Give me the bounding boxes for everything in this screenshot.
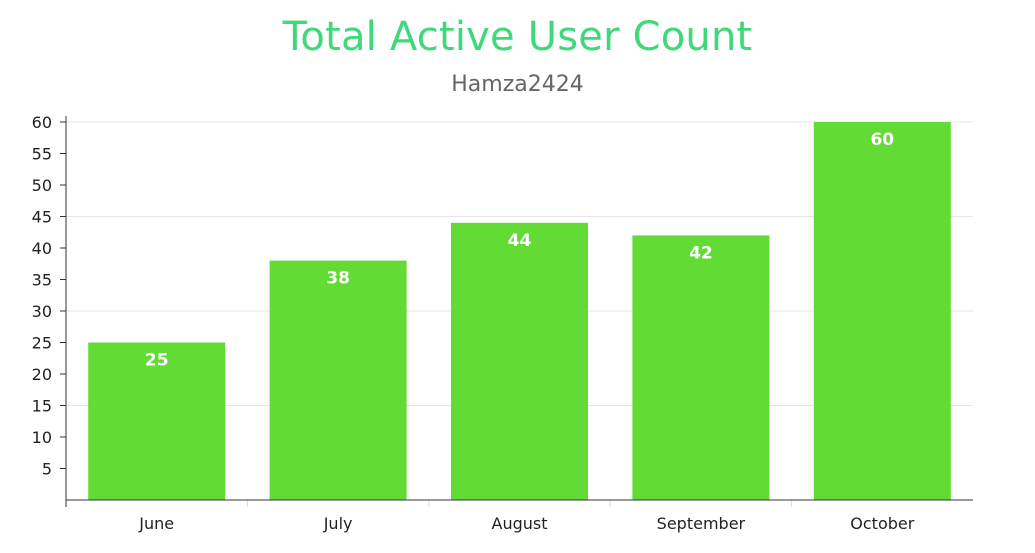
bars — [88, 122, 951, 501]
bar-october[interactable] — [813, 122, 951, 500]
y-tick-label: 60 — [32, 113, 52, 132]
chart-title: Total Active User Count — [282, 14, 753, 60]
y-tick-label: 30 — [32, 302, 52, 321]
x-tick-labels: June July August September October — [138, 514, 914, 533]
y-tick-label: 5 — [42, 460, 52, 479]
y-tick-label: 40 — [32, 239, 52, 258]
bar-june[interactable] — [88, 342, 226, 501]
x-tick-label-october: October — [850, 514, 914, 533]
x-tick-label-august: August — [492, 514, 548, 533]
data-label-september: 42 — [689, 243, 713, 263]
data-label-june: 25 — [145, 351, 169, 371]
y-tick-label: 55 — [32, 145, 52, 164]
y-tick-label: 50 — [32, 176, 52, 195]
data-labels: 25 38 44 42 60 — [145, 130, 894, 371]
x-tick-label-july: July — [323, 514, 353, 533]
y-tick-label: 15 — [32, 397, 52, 416]
axes — [60, 116, 973, 507]
y-tick-label: 35 — [32, 271, 52, 290]
bar-september[interactable] — [632, 235, 770, 500]
y-tick-label: 45 — [32, 208, 52, 227]
x-tick-label-september: September — [657, 514, 746, 533]
data-label-july: 38 — [326, 269, 350, 289]
y-tick-label: 10 — [32, 428, 52, 447]
data-label-october: 60 — [870, 130, 894, 150]
bar-august[interactable] — [451, 222, 588, 501]
x-tick-label-june: June — [138, 514, 174, 533]
y-tick-label: 25 — [32, 334, 52, 353]
chart-subtitle: Hamza2424 — [451, 72, 584, 97]
y-tick-label: 20 — [32, 365, 52, 384]
data-label-august: 44 — [508, 231, 532, 251]
bar-july[interactable] — [269, 260, 407, 500]
y-tick-labels: 5 10 15 20 25 30 35 40 45 50 55 60 — [32, 113, 52, 479]
